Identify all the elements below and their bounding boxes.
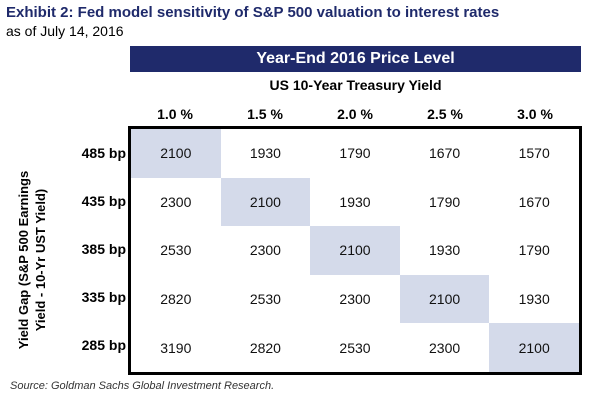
column-label: 1.5 % — [247, 106, 283, 122]
column-label: 1.0 % — [157, 106, 193, 122]
table-cell: 2300 — [249, 242, 281, 259]
column-label: 2.5 % — [427, 106, 463, 122]
table-cell: 1790 — [429, 193, 461, 210]
table-cell: 1930 — [249, 145, 281, 162]
table-cell: 2300 — [429, 339, 461, 356]
table-cell: 2100 — [220, 177, 311, 227]
row-axis-title: Yield Gap (S&P 500 Earnings Yield - 10-Y… — [2, 145, 62, 375]
row-label: 385 bp — [81, 241, 126, 257]
header-band: Year-End 2016 Price Level — [130, 46, 581, 72]
table-cell: 2300 — [339, 291, 371, 308]
exhibit-subtitle: as of July 14, 2016 — [6, 23, 124, 39]
table-cell: 1930 — [429, 242, 461, 259]
table-cell: 1930 — [518, 291, 550, 308]
table-cell: 1790 — [518, 242, 550, 259]
exhibit-title: Exhibit 2: Fed model sensitivity of S&P … — [6, 4, 500, 21]
row-label: 485 bp — [81, 145, 126, 161]
table-cell: 2530 — [339, 339, 371, 356]
row-label: 285 bp — [81, 337, 126, 353]
row-label: 435 bp — [81, 193, 126, 209]
table-cell: 2100 — [131, 129, 221, 178]
table-cell: 1570 — [518, 145, 550, 162]
row-label: 335 bp — [81, 289, 126, 305]
table-cell: 2530 — [160, 242, 192, 259]
table-cell: 2530 — [249, 291, 281, 308]
table-cell: 1930 — [339, 193, 371, 210]
table-cell: 3190 — [160, 339, 192, 356]
table-cell: 2820 — [160, 291, 192, 308]
row-axis-title-line1: Yield Gap (S&P 500 Earnings — [16, 170, 32, 350]
table-cell: 1670 — [429, 145, 461, 162]
source-note: Source: Goldman Sachs Global Investment … — [10, 380, 275, 392]
table-cell: 1790 — [339, 145, 371, 162]
table-cell: 2820 — [249, 339, 281, 356]
table-cell: 2100 — [310, 226, 400, 275]
price-level-table: 2100 1930 1790 1670 1570 2300 2100 1930 … — [128, 126, 582, 375]
column-label: 2.0 % — [337, 106, 373, 122]
table-cell: 2100 — [399, 274, 490, 324]
table-cell: 1670 — [518, 193, 550, 210]
column-axis-title: US 10-Year Treasury Yield — [269, 77, 442, 93]
table-cell: 2100 — [489, 323, 579, 372]
column-label: 3.0 % — [517, 106, 553, 122]
row-axis-title-line2: Yield - 10-Yr UST Yield) — [33, 188, 49, 332]
table-cell: 2300 — [160, 193, 192, 210]
